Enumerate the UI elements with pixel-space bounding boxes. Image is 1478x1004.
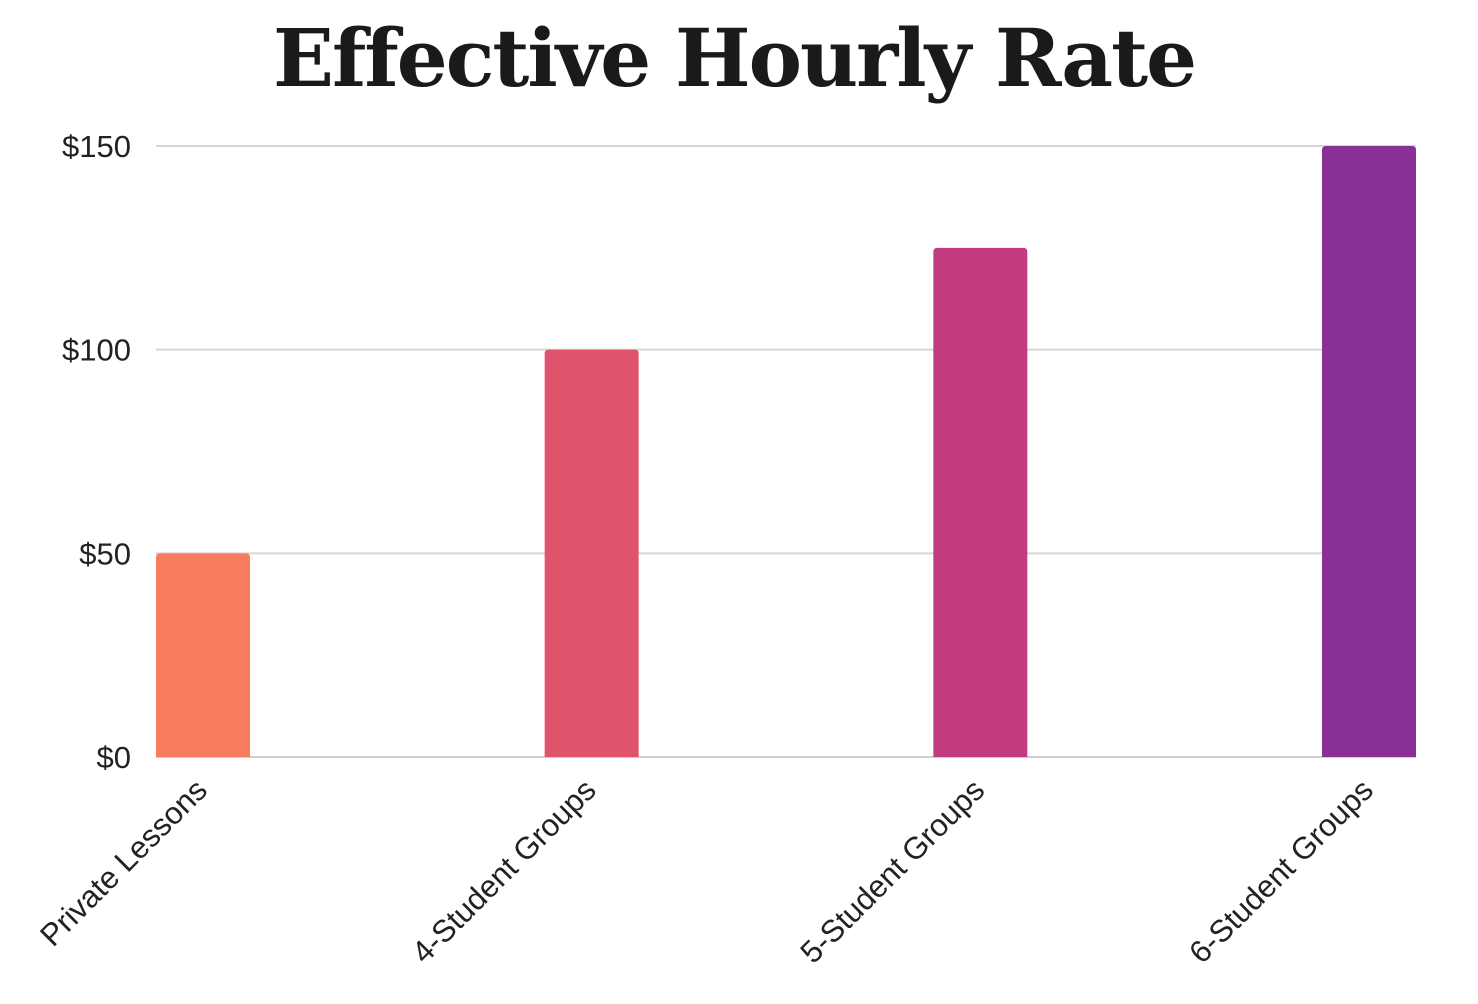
y-tick-label: $50: [79, 536, 131, 571]
y-tick-label: $0: [97, 740, 131, 775]
bar: [1322, 146, 1416, 757]
x-tick-label: 6-Student Groups: [1182, 772, 1380, 970]
gridlines: [156, 145, 1416, 758]
x-tick-label: 5-Student Groups: [794, 772, 992, 970]
y-tick-label: $100: [62, 333, 131, 368]
bar: [156, 553, 250, 757]
bars: [156, 146, 1416, 758]
x-tick-label: Private Lessons: [33, 772, 214, 953]
x-tick-label: 4-Student Groups: [405, 772, 603, 970]
y-axis-tick-labels: $0 $50 $100 $150: [62, 129, 131, 775]
bar: [544, 349, 639, 757]
y-tick-label: $150: [62, 129, 131, 164]
bar: [933, 247, 1028, 758]
chart-title: Effective Hourly Rate: [273, 11, 1195, 105]
x-axis-category-labels: Private Lessons 4-Student Groups 5-Student…: [33, 772, 1380, 970]
